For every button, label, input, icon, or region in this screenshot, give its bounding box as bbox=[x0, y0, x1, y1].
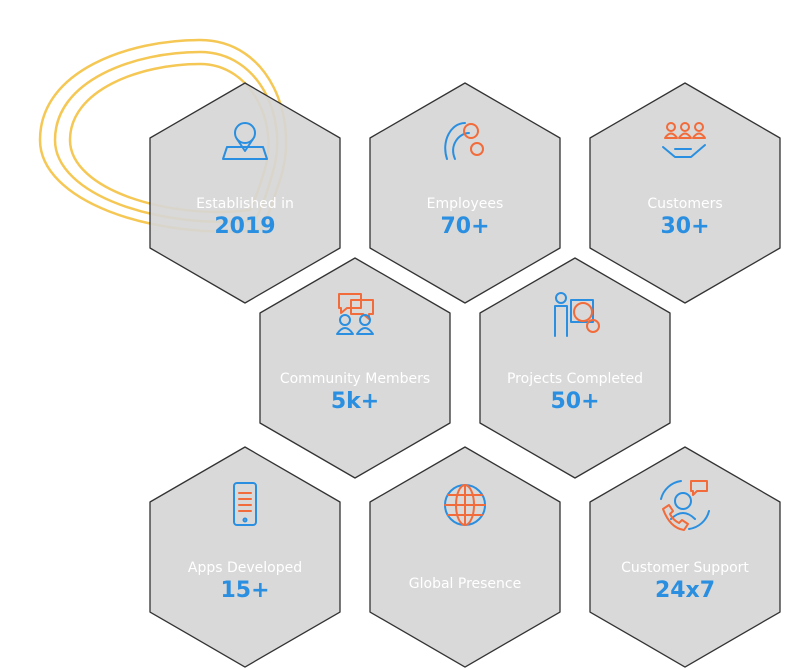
stat-label: Community Members bbox=[280, 371, 430, 387]
icon-stroke bbox=[660, 480, 710, 530]
hexagon-shape bbox=[369, 82, 561, 304]
icon-stroke bbox=[242, 517, 248, 523]
stat-icon bbox=[662, 122, 706, 158]
stat-value: 50+ bbox=[550, 389, 599, 414]
icon-stroke bbox=[664, 132, 678, 139]
stat-icon bbox=[444, 484, 486, 526]
stat-icon bbox=[660, 480, 710, 531]
icon-stroke bbox=[570, 299, 594, 323]
stat-hexagon: Customers 30+ bbox=[589, 82, 781, 304]
hexagon-shape bbox=[259, 257, 451, 479]
stat-hexagon: Community Members 5k+ bbox=[259, 257, 451, 479]
icon-stroke bbox=[455, 484, 475, 526]
stat-value: 30+ bbox=[660, 214, 709, 239]
icon-stroke bbox=[666, 122, 676, 132]
icon-stroke bbox=[356, 327, 374, 335]
stat-label: Established in bbox=[196, 196, 294, 212]
icon-stroke bbox=[234, 122, 256, 144]
stat-hexagon: Established in 2019 bbox=[149, 82, 341, 304]
stat-value: 24x7 bbox=[655, 578, 715, 603]
stat-label: Employees bbox=[427, 196, 504, 212]
icon-stroke bbox=[339, 314, 351, 326]
stat-hexagon: Employees 70+ bbox=[369, 82, 561, 304]
icon-stroke bbox=[338, 293, 362, 314]
icon-stroke bbox=[662, 144, 706, 158]
icon-stroke bbox=[554, 305, 568, 337]
stat-hexagon: Apps Developed 15+ bbox=[149, 446, 341, 668]
icon-stroke bbox=[336, 327, 354, 335]
icon-stroke bbox=[674, 492, 692, 510]
hexagon-shape bbox=[369, 446, 561, 668]
hexagon-shape bbox=[479, 257, 671, 479]
stat-hexagon: Customer Support 24x7 bbox=[589, 446, 781, 668]
icon-stroke bbox=[236, 138, 254, 152]
stat-icon bbox=[554, 292, 600, 337]
hexagon-shape bbox=[149, 446, 341, 668]
hexagon-shape bbox=[149, 82, 341, 304]
icon-stroke bbox=[555, 292, 567, 304]
icon-stroke bbox=[233, 482, 257, 526]
stat-value: 2019 bbox=[214, 214, 275, 239]
stat-label: Global Presence bbox=[409, 576, 521, 592]
icon-stroke bbox=[662, 504, 689, 531]
hexagon-shape bbox=[589, 82, 781, 304]
icon-stroke bbox=[690, 480, 708, 496]
icon-stroke bbox=[463, 123, 479, 139]
icon-stroke bbox=[678, 132, 692, 139]
stat-value: 5k+ bbox=[331, 389, 379, 414]
stat-label: Customers bbox=[647, 196, 722, 212]
stat-label: Projects Completed bbox=[507, 371, 643, 387]
icon-stroke bbox=[452, 132, 470, 160]
icon-stroke bbox=[359, 314, 371, 326]
icon-stroke bbox=[470, 142, 484, 156]
stat-icon bbox=[336, 293, 374, 335]
icon-stroke bbox=[692, 132, 706, 139]
icon-stroke bbox=[444, 484, 486, 526]
icon-stroke bbox=[222, 146, 268, 160]
stat-hexagon: Global Presence bbox=[369, 446, 561, 668]
icon-stroke bbox=[573, 302, 593, 322]
icon-stroke bbox=[694, 122, 704, 132]
stat-value: 15+ bbox=[220, 578, 269, 603]
stat-icon bbox=[222, 122, 268, 160]
stat-icon bbox=[233, 482, 257, 526]
stat-value: 70+ bbox=[440, 214, 489, 239]
stat-label: Apps Developed bbox=[188, 560, 302, 576]
icon-stroke bbox=[586, 319, 600, 333]
stat-label: Customer Support bbox=[621, 560, 749, 576]
stat-icon bbox=[444, 122, 484, 160]
icon-stroke bbox=[444, 122, 466, 160]
icon-stroke bbox=[680, 122, 690, 132]
stat-hexagon: Projects Completed 50+ bbox=[479, 257, 671, 479]
hexagon-shape bbox=[589, 446, 781, 668]
